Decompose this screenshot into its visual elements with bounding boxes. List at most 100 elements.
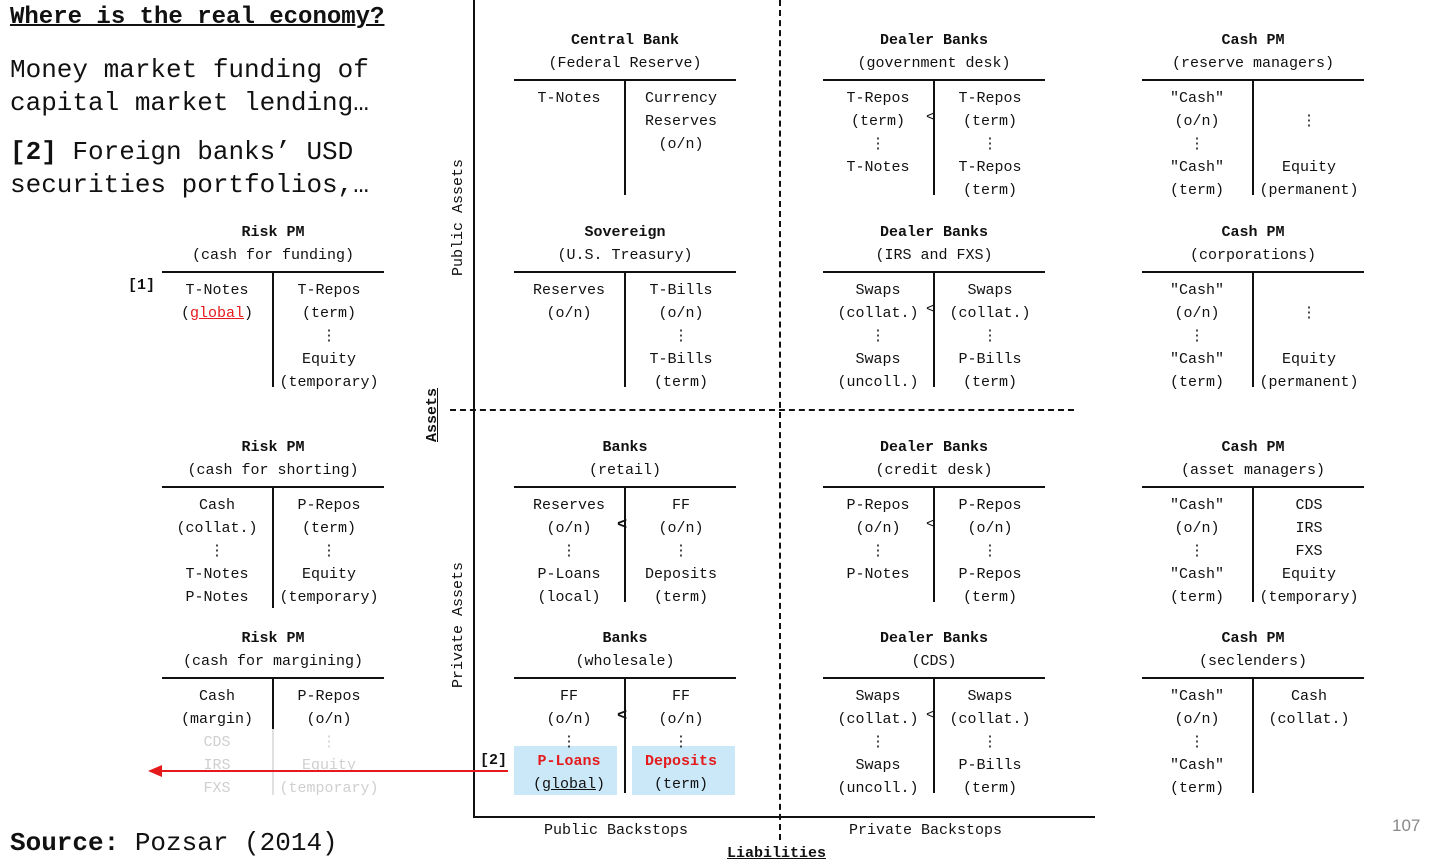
tag-1: [1] xyxy=(128,277,156,294)
account-name: Cash PM xyxy=(1221,224,1285,241)
subtitle-point-2: [2] Foreign banks’ USD securities portfo… xyxy=(10,136,369,202)
account-name: Dealer Banks xyxy=(879,630,989,647)
account-name: Risk PM xyxy=(241,630,305,647)
vertical-divider xyxy=(779,0,781,840)
assets-column: Reserves (o/n) ⋮ P-Loans (local) xyxy=(532,497,605,606)
highlight-deposits xyxy=(632,746,735,795)
funding-flow-arrow xyxy=(148,765,508,777)
t-account-risk-margining: Risk PM (cash for margining) Cash (margi… xyxy=(162,630,384,800)
tag-2: [2] xyxy=(480,752,508,769)
less-than-sign: < xyxy=(926,109,936,126)
private-backstops-label: Private Backstops xyxy=(849,822,1003,839)
t-account-central-bank: Central Bank (Federal Reserve) T-Notes C… xyxy=(514,32,736,202)
point-2-text: Foreign banks’ USD securities portfolios… xyxy=(10,137,369,200)
slide-title: Where is the real economy? xyxy=(10,4,385,31)
account-subtitle: (CDS) xyxy=(911,653,957,670)
t-account-cash-asset-managers: Cash PM (asset managers) "Cash" (o/n) ⋮ … xyxy=(1142,439,1364,609)
account-name: Cash PM xyxy=(1221,32,1285,49)
liabilities-column: FF (o/n) ⋮ xyxy=(658,688,704,751)
t-account-banks-retail: Banks (retail) Reserves (o/n) ⋮ P-Loans … xyxy=(514,439,736,609)
liabilities-column-faded: ⋮ Equity (temporary) xyxy=(279,734,379,797)
source-note: Source: Pozsar (2014) xyxy=(10,828,338,858)
liabilities-column: ⋮ Equity (permanent) xyxy=(1259,305,1359,391)
account-subtitle: (credit desk) xyxy=(875,462,993,479)
page-number: 107 xyxy=(1392,816,1421,835)
account-subtitle: (cash for funding) xyxy=(191,247,355,264)
deposits-term: (term) xyxy=(653,776,708,793)
assets-label: Assets xyxy=(424,387,441,442)
liabilities-column: T-Bills (o/n) ⋮ T-Bills (term) xyxy=(649,282,713,391)
account-name: Dealer Banks xyxy=(879,224,989,241)
liabilities-column: Swaps (collat.) ⋮ P-Bills (term) xyxy=(949,688,1031,797)
assets-column: "Cash" (o/n) ⋮ "Cash" (term) xyxy=(1169,282,1224,391)
asset-item: T-Notes xyxy=(185,282,249,299)
less-than-sign: < xyxy=(617,516,628,535)
liabilities-column: P-Repos (term) ⋮ Equity (temporary) xyxy=(279,497,379,606)
account-subtitle: (government desk) xyxy=(857,55,1011,72)
account-subtitle: (IRS and FXS) xyxy=(875,247,993,264)
assets-column: Cash (collat.) ⋮ T-Notes P-Notes xyxy=(176,497,258,606)
subtitle: Money market funding of capital market l… xyxy=(10,55,369,118)
deposits-label: Deposits xyxy=(644,753,717,770)
account-subtitle: (Federal Reserve) xyxy=(548,55,702,72)
account-subtitle: (U.S. Treasury) xyxy=(557,247,693,264)
less-than-sign: < xyxy=(617,707,628,726)
assets-column: T-Notes xyxy=(537,90,601,107)
assets-column: Swaps (collat.) ⋮ Swaps (uncoll.) xyxy=(837,688,919,797)
t-account-dealer-credit: Dealer Banks (credit desk) P-Repos (o/n)… xyxy=(823,439,1045,609)
source-label: Source: xyxy=(10,828,120,858)
less-than-sign: < xyxy=(926,301,936,318)
account-subtitle: (cash for shorting) xyxy=(187,462,359,479)
account-name: Banks xyxy=(602,439,648,456)
t-account-cash-corporations: Cash PM (corporations) "Cash" (o/n) ⋮ "C… xyxy=(1142,224,1364,394)
point-2-tag: [2] xyxy=(10,137,57,167)
account-name: Risk PM xyxy=(241,439,305,456)
assets-column: "Cash" (o/n) ⋮ "Cash" (term) xyxy=(1169,90,1224,199)
account-subtitle: (asset managers) xyxy=(1180,462,1326,479)
highlight-p-loans xyxy=(514,746,617,795)
account-subtitle: (cash for margining) xyxy=(182,653,364,670)
account-name: Cash PM xyxy=(1221,630,1285,647)
p-loans-label: P-Loans xyxy=(537,753,601,770)
p-loans-scope: global xyxy=(541,776,596,793)
liabilities-column: Swaps (collat.) ⋮ P-Bills (term) xyxy=(949,282,1031,391)
t-account-dealer-government: Dealer Banks (government desk) T-Repos (… xyxy=(823,32,1045,202)
liabilities-highlight-item: Deposits (term) xyxy=(626,750,736,796)
liabilities-column: T-Repos (term) ⋮ Equity (temporary) xyxy=(279,282,379,391)
horizontal-divider xyxy=(450,409,1074,411)
t-account-cash-seclenders: Cash PM (seclenders) "Cash" (o/n) ⋮ "Cas… xyxy=(1142,630,1364,800)
liabilities-column: FF (o/n) ⋮ Deposits (term) xyxy=(644,497,717,606)
assets-column: P-Repos (o/n) ⋮ P-Notes xyxy=(846,497,910,583)
liabilities-column: T-Repos (term) ⋮ T-Repos (term) xyxy=(958,90,1022,199)
bottom-axis-line xyxy=(473,816,1095,818)
less-than-sign: < xyxy=(926,707,936,724)
liabilities-column: Cash (collat.) xyxy=(1268,688,1350,728)
liabilities-label: Liabilities xyxy=(727,845,827,862)
source-text: Pozsar (2014) xyxy=(119,828,338,858)
assets-column: T-Repos (term) ⋮ T-Notes xyxy=(846,90,910,176)
t-account-banks-wholesale: Banks (wholesale) FF (o/n) ⋮ P-Loans (gl… xyxy=(514,630,736,800)
liabilities-column: P-Repos (o/n) ⋮ P-Repos (term) xyxy=(958,497,1022,606)
liabilities-column: Currency Reserves (o/n) xyxy=(644,90,717,153)
private-assets-label: Private Assets xyxy=(450,561,467,688)
less-than-sign: < xyxy=(926,516,936,533)
assets-column: "Cash" (o/n) ⋮ "Cash" (term) xyxy=(1169,688,1224,797)
liabilities-column: P-Repos (o/n) xyxy=(297,688,361,728)
account-subtitle: (seclenders) xyxy=(1198,653,1308,670)
liabilities-column: CDS IRS FXS Equity (temporary) xyxy=(1259,497,1359,606)
liabilities-column: ⋮ Equity (permanent) xyxy=(1259,113,1359,199)
asset-item-emphasis: global xyxy=(189,305,244,322)
t-account-cash-reserve-managers: Cash PM (reserve managers) "Cash" (o/n) … xyxy=(1142,32,1364,202)
account-name: Cash PM xyxy=(1221,439,1285,456)
account-subtitle: (corporations) xyxy=(1189,247,1317,264)
account-name: Central Bank xyxy=(570,32,680,49)
account-name: Risk PM xyxy=(241,224,305,241)
assets-column: T-Notes (global) xyxy=(180,282,254,322)
assets-column: "Cash" (o/n) ⋮ "Cash" (term) xyxy=(1169,497,1224,606)
t-account-risk-shorting: Risk PM (cash for shorting) Cash (collat… xyxy=(162,439,384,609)
assets-column-faded: CDS IRS FXS xyxy=(203,734,231,797)
account-name: Sovereign xyxy=(584,224,666,241)
t-account-dealer-irs-fxs: Dealer Banks (IRS and FXS) Swaps (collat… xyxy=(823,224,1045,394)
account-subtitle: (retail) xyxy=(588,462,661,479)
account-name: Banks xyxy=(602,630,648,647)
